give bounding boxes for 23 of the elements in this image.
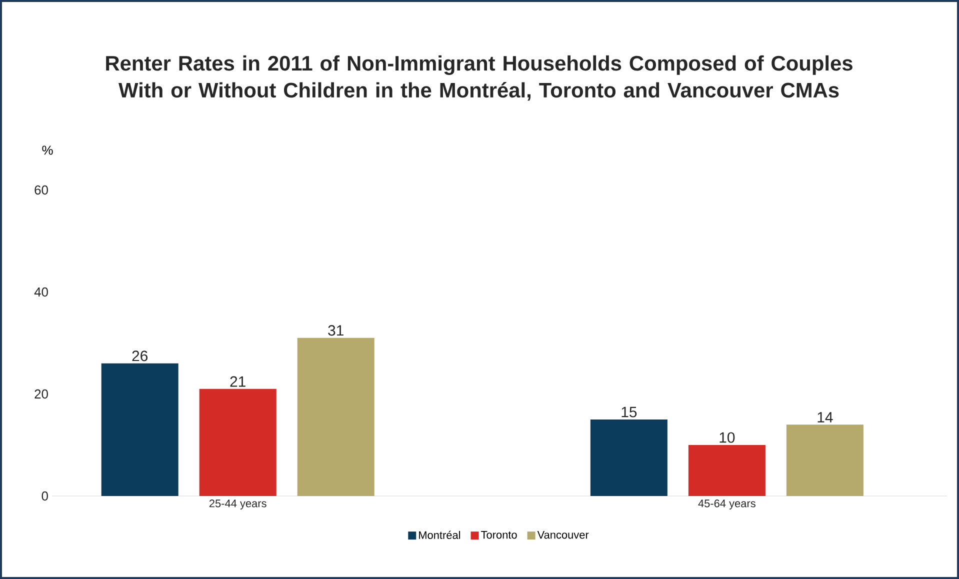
bar (297, 338, 374, 496)
data-label: 14 (818, 412, 833, 422)
legend-label: Vancouver (537, 531, 589, 539)
y-tick-label: 0 (42, 491, 48, 501)
data-label: 26 (132, 350, 148, 362)
bar (786, 424, 864, 496)
y-axis-title: % (42, 146, 53, 155)
data-label: 15 (622, 406, 637, 418)
legend-label: Montréal (419, 530, 460, 539)
data-label: 31 (328, 325, 344, 336)
data-label: 10 (720, 432, 735, 443)
legend-label: Toronto (481, 531, 517, 539)
bar (199, 388, 276, 496)
x-tick-label: 25-44 years (209, 500, 266, 510)
data-label: 21 (230, 376, 246, 387)
bar (590, 420, 668, 496)
y-tick-label: 40 (34, 287, 48, 297)
y-tick-label: 60 (34, 185, 48, 195)
x-tick-label: 45-64 years (698, 500, 756, 510)
y-tick-label: 20 (34, 389, 48, 399)
bar (688, 445, 766, 496)
bar (101, 363, 178, 496)
chart-title: Renter Rates in 2011 of Non-Immigrant Households Composed of Couples With or Without Children in the Montréal, Toronto and Vancouver CMAs (106, 55, 852, 101)
